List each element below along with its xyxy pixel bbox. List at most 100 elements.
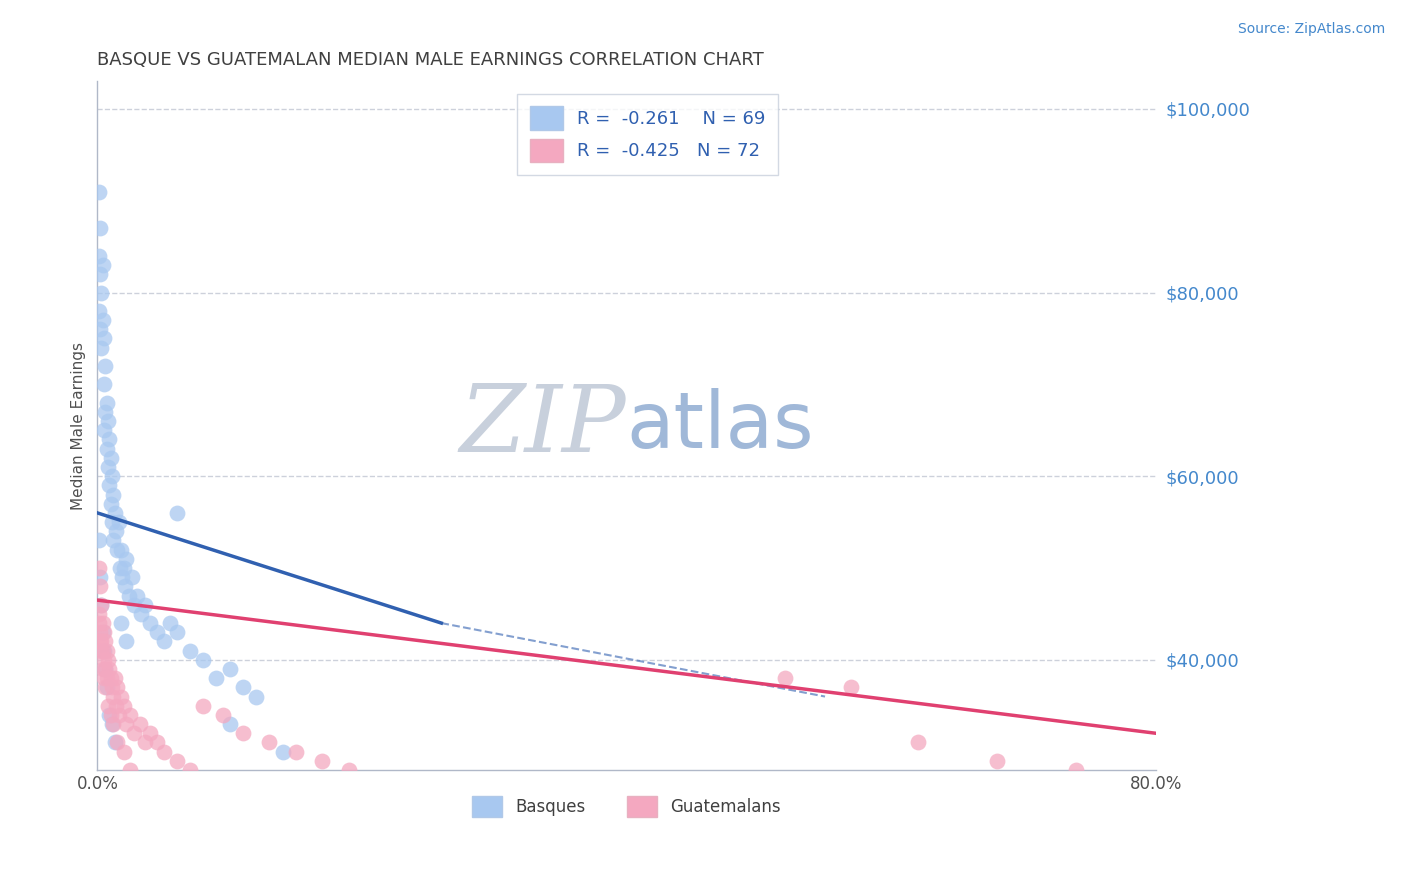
Point bbox=[159, 799, 181, 814]
Y-axis label: Median Male Earnings: Median Male Earnings bbox=[72, 342, 86, 509]
Point bbox=[96, 643, 118, 657]
Point bbox=[97, 460, 120, 475]
Point bbox=[218, 662, 240, 676]
Point bbox=[118, 589, 141, 603]
Point bbox=[105, 542, 128, 557]
Point bbox=[1066, 763, 1088, 777]
Point bbox=[111, 570, 134, 584]
Point bbox=[311, 754, 333, 768]
Point bbox=[103, 533, 125, 548]
Point bbox=[841, 681, 863, 695]
Point bbox=[986, 754, 1008, 768]
Point bbox=[100, 497, 122, 511]
Point bbox=[107, 707, 129, 722]
Text: Source: ZipAtlas.com: Source: ZipAtlas.com bbox=[1237, 22, 1385, 37]
Point bbox=[205, 671, 228, 685]
Point bbox=[89, 579, 111, 593]
Point bbox=[90, 598, 112, 612]
Point bbox=[100, 671, 122, 685]
Point bbox=[166, 625, 188, 640]
Point bbox=[193, 698, 215, 713]
Point bbox=[115, 551, 138, 566]
Point bbox=[103, 487, 125, 501]
Point bbox=[443, 790, 465, 805]
Point bbox=[134, 735, 156, 749]
Point bbox=[89, 322, 111, 336]
Point bbox=[94, 405, 117, 419]
Point bbox=[124, 598, 146, 612]
Point bbox=[94, 359, 117, 373]
Point bbox=[87, 616, 110, 631]
Point bbox=[91, 643, 114, 657]
Point bbox=[89, 221, 111, 235]
Point bbox=[259, 735, 281, 749]
Point bbox=[93, 423, 115, 437]
Point bbox=[159, 616, 181, 631]
Point bbox=[101, 515, 124, 529]
Point bbox=[93, 625, 115, 640]
Point bbox=[129, 607, 152, 621]
Point bbox=[139, 781, 162, 796]
Point bbox=[107, 515, 129, 529]
Point bbox=[1132, 772, 1154, 787]
Point bbox=[146, 625, 169, 640]
Point bbox=[101, 469, 124, 483]
Point bbox=[96, 395, 118, 409]
Point bbox=[87, 533, 110, 548]
Point bbox=[179, 763, 201, 777]
Point bbox=[89, 634, 111, 648]
Point bbox=[100, 707, 122, 722]
Point bbox=[96, 671, 118, 685]
Point bbox=[212, 707, 235, 722]
Point bbox=[110, 542, 132, 557]
Point bbox=[91, 313, 114, 327]
Point bbox=[98, 662, 121, 676]
Point bbox=[271, 745, 294, 759]
Point bbox=[179, 643, 201, 657]
Legend: Basques, Guatemalans: Basques, Guatemalans bbox=[465, 789, 787, 823]
Text: ZIP: ZIP bbox=[460, 381, 627, 471]
Point bbox=[110, 690, 132, 704]
Point bbox=[484, 799, 506, 814]
Point bbox=[166, 754, 188, 768]
Point bbox=[103, 717, 125, 731]
Point bbox=[245, 690, 267, 704]
Point bbox=[125, 772, 148, 787]
Point bbox=[108, 561, 131, 575]
Point bbox=[93, 653, 115, 667]
Point bbox=[93, 331, 115, 345]
Point bbox=[90, 643, 112, 657]
Point bbox=[101, 681, 124, 695]
Point bbox=[115, 634, 138, 648]
Point bbox=[232, 726, 254, 740]
Point bbox=[105, 735, 128, 749]
Point bbox=[121, 570, 143, 584]
Point bbox=[93, 643, 115, 657]
Point bbox=[124, 726, 146, 740]
Point bbox=[100, 450, 122, 465]
Point bbox=[90, 285, 112, 300]
Text: atlas: atlas bbox=[627, 388, 814, 464]
Point bbox=[186, 818, 208, 832]
Point bbox=[97, 414, 120, 428]
Point bbox=[91, 662, 114, 676]
Point bbox=[89, 267, 111, 281]
Point bbox=[907, 735, 929, 749]
Point bbox=[98, 707, 121, 722]
Point bbox=[114, 579, 136, 593]
Point bbox=[404, 781, 426, 796]
Point bbox=[96, 442, 118, 456]
Point bbox=[110, 616, 132, 631]
Point bbox=[104, 524, 127, 539]
Text: BASQUE VS GUATEMALAN MEDIAN MALE EARNINGS CORRELATION CHART: BASQUE VS GUATEMALAN MEDIAN MALE EARNING… bbox=[97, 51, 763, 69]
Point bbox=[87, 561, 110, 575]
Point bbox=[112, 698, 135, 713]
Point bbox=[104, 698, 127, 713]
Point bbox=[152, 745, 174, 759]
Point bbox=[709, 837, 731, 851]
Point bbox=[90, 634, 112, 648]
Point bbox=[128, 717, 150, 731]
Point bbox=[115, 717, 138, 731]
Point bbox=[94, 662, 117, 676]
Point bbox=[90, 341, 112, 355]
